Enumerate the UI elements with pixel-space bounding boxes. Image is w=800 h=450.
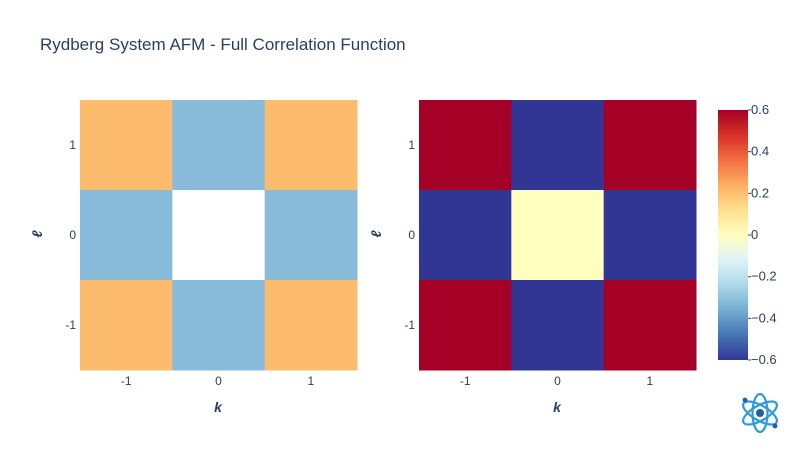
chart-title: Rydberg System AFM - Full Correlation Fu… bbox=[40, 35, 406, 54]
heatmap-cell bbox=[511, 190, 605, 281]
right-xaxis-title: k bbox=[553, 399, 562, 415]
left-heatmap: -1 0 1 1 0 -1 bbox=[65, 100, 358, 388]
x-tick-label: 0 bbox=[215, 374, 222, 388]
colorbar-tick-label: 0.2 bbox=[751, 185, 769, 200]
left-yaxis-title: ℓ bbox=[29, 230, 45, 238]
colorbar-tick-label: −0.6 bbox=[751, 352, 777, 367]
y-tick-label: -1 bbox=[65, 318, 76, 332]
x-tick-label: 0 bbox=[554, 374, 561, 388]
heatmap-cell bbox=[264, 100, 358, 191]
heatmap-cell bbox=[603, 280, 697, 371]
heatmap-cell bbox=[511, 280, 605, 371]
x-tick-label: -1 bbox=[460, 374, 471, 388]
heatmap-cell bbox=[264, 190, 358, 281]
heatmap-cell bbox=[80, 280, 173, 371]
colorbar-tick-label: −0.4 bbox=[751, 310, 777, 325]
colorbar: 0.6 0.4 0.2 0 −0.2 −0.4 −0.6 bbox=[718, 102, 777, 367]
colorbar-tick-label: 0 bbox=[751, 227, 758, 242]
heatmap-cell bbox=[419, 280, 512, 371]
left-xaxis-title: k bbox=[214, 399, 223, 415]
heatmap-cell bbox=[603, 100, 697, 191]
heatmap-cell bbox=[419, 190, 512, 281]
y-tick-label: 1 bbox=[69, 138, 76, 152]
y-tick-label: 0 bbox=[408, 228, 415, 242]
x-tick-label: 1 bbox=[646, 374, 653, 388]
heatmap-cell bbox=[511, 100, 605, 191]
x-tick-label: 1 bbox=[307, 374, 314, 388]
heatmap-cell bbox=[419, 100, 512, 191]
y-tick-label: 1 bbox=[408, 138, 415, 152]
colorbar-tick-label: −0.2 bbox=[751, 269, 777, 284]
heatmap-cell bbox=[80, 190, 173, 281]
heatmap-cell bbox=[80, 100, 173, 191]
y-tick-label: -1 bbox=[404, 318, 415, 332]
atom-logo-icon[interactable] bbox=[737, 390, 783, 436]
colorbar-tick-label: 0.6 bbox=[751, 102, 769, 117]
heatmap-cell bbox=[172, 190, 266, 281]
heatmap-cell bbox=[603, 190, 697, 281]
heatmap-cell bbox=[172, 280, 266, 371]
heatmap-cell bbox=[264, 280, 358, 371]
x-tick-label: -1 bbox=[121, 374, 132, 388]
colorbar-tick-label: 0.4 bbox=[751, 144, 769, 159]
heatmap-cell bbox=[172, 100, 266, 191]
right-yaxis-title: ℓ bbox=[368, 230, 384, 238]
right-heatmap: -1 0 1 1 0 -1 bbox=[404, 100, 697, 388]
y-tick-label: 0 bbox=[69, 228, 76, 242]
colorbar-gradient bbox=[718, 110, 748, 360]
